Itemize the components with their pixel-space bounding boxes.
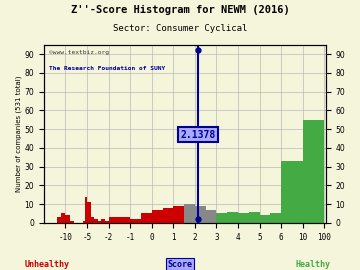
Bar [216,213,227,223]
Text: The Research Foundation of SUNY: The Research Foundation of SUNY [49,66,166,71]
Bar [162,208,173,223]
Bar [87,202,90,223]
Bar [66,215,70,223]
Bar [270,213,281,223]
Bar [281,161,303,223]
Bar [249,211,260,223]
Text: Healthy: Healthy [296,260,331,269]
Bar [195,206,206,223]
Text: Unhealthy: Unhealthy [24,260,69,269]
Bar [57,217,61,223]
Text: 2.1378: 2.1378 [180,130,216,140]
Bar [119,217,130,223]
Bar [61,213,66,223]
Bar [90,217,94,223]
Bar [108,217,119,223]
Bar [227,211,238,223]
Y-axis label: Number of companies (531 total): Number of companies (531 total) [15,76,22,192]
Bar [260,215,270,223]
Text: Score: Score [167,260,193,269]
Text: Z''-Score Histogram for NEWM (2016): Z''-Score Histogram for NEWM (2016) [71,5,289,15]
Bar [105,221,108,223]
Bar [85,197,87,223]
Bar [70,221,74,223]
Bar [238,213,249,223]
Bar [101,219,105,223]
Bar [184,204,195,223]
Bar [303,120,324,223]
Bar [130,219,141,223]
Text: Sector: Consumer Cyclical: Sector: Consumer Cyclical [113,24,247,33]
Bar [82,221,85,223]
Text: ©www.textbiz.org: ©www.textbiz.org [49,50,109,55]
Bar [152,210,162,223]
Bar [206,210,216,223]
Bar [173,206,184,223]
Bar [141,213,152,223]
Bar [94,219,98,223]
Bar [98,221,101,223]
